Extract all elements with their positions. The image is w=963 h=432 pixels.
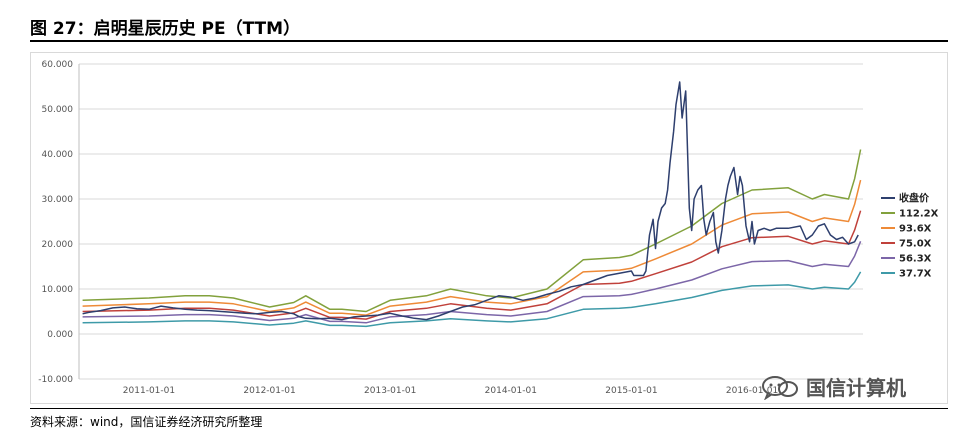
series-lines [82,81,862,328]
series-line [82,241,862,324]
x-tick-label: 2016-01-01 [726,386,778,396]
y-tick-label: 30.000 [42,195,74,205]
x-tick-label: 2014-01-01 [485,386,537,396]
gridlines [78,63,863,380]
source-note: 资料来源：wind，国信证券经济研究所整理 [30,415,263,429]
y-tick-label: 0.000 [47,330,73,340]
legend-label: 112.2X [899,209,939,220]
x-tick-label: 2012-01-01 [243,386,295,396]
x-tick-label: 2015-01-01 [605,386,657,396]
y-tick-label: 60.000 [42,60,74,70]
legend-label: 56.3X [899,254,932,265]
watermark: 国信计算机 [760,372,906,401]
title-rule [30,40,948,42]
y-axis-ticks: -10.000 0.000 10.000 20.000 30.000 40.000 50.0… [38,60,73,385]
series-line [82,210,862,320]
y-tick-label: 10.000 [42,285,74,295]
x-tick-label: 2013-01-01 [364,386,416,396]
footer-rule [30,408,948,409]
page-title: 图 27：启明星辰历史 PE（TTM） [30,19,301,39]
legend-label: 93.6X [899,224,932,235]
y-tick-label: 20.000 [42,240,74,250]
legend: 收盘价 112.2X 93.6X 75.0X 56.3X 37.7X [881,192,939,280]
legend-label: 收盘价 [899,192,930,205]
x-axis-ticks: 2011-01-01 2012-01-01 2013-01-01 2014-01-01… [123,386,778,396]
chart-frame: -10.000 0.000 10.000 20.000 30.000 40.000 50.0… [30,52,948,404]
legend-label: 75.0X [899,239,932,250]
series-line [82,271,862,328]
wechat-icon [762,375,798,400]
x-tick-label: 2011-01-01 [123,386,175,396]
series-line [82,149,862,313]
pe-band-chart: -10.000 0.000 10.000 20.000 30.000 40.000 50.0… [38,60,939,396]
y-tick-label: -10.000 [38,375,73,385]
series-line [82,81,859,321]
y-tick-label: 40.000 [42,150,74,160]
watermark-text: 国信计算机 [806,376,906,400]
legend-label: 37.7X [899,269,932,280]
y-tick-label: 50.000 [42,105,74,115]
series-line [82,179,862,316]
